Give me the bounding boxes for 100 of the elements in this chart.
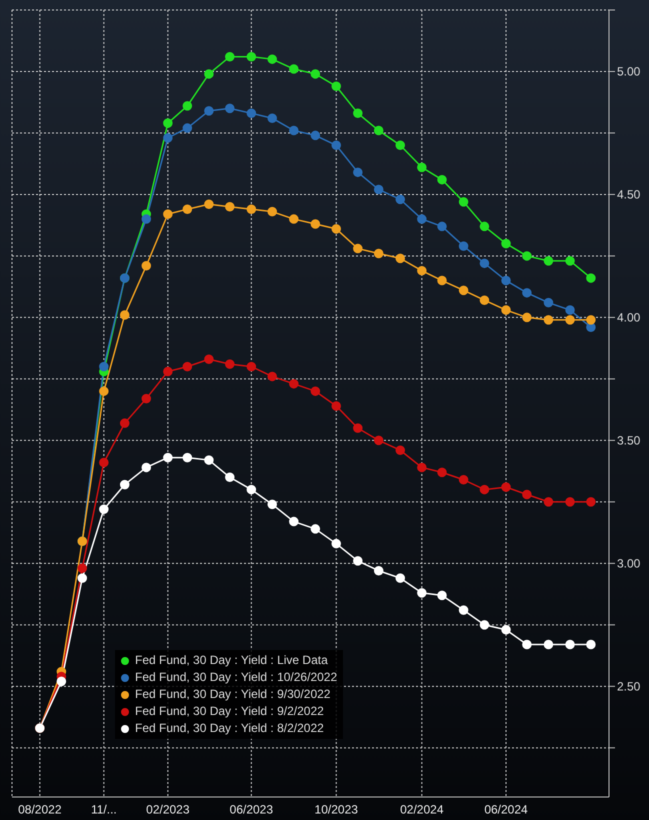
point (204, 200, 214, 210)
point (142, 394, 152, 404)
point (501, 238, 511, 248)
point (396, 254, 406, 264)
point (437, 174, 447, 184)
point (480, 258, 490, 268)
point (120, 310, 130, 320)
point (163, 366, 173, 376)
x-tick-label: 02/2024 (400, 802, 444, 817)
point (331, 140, 341, 150)
point (396, 140, 406, 150)
point (163, 133, 173, 143)
point (458, 605, 468, 615)
point (267, 54, 277, 64)
point (142, 261, 152, 271)
point (289, 64, 299, 74)
point (544, 256, 554, 266)
point (522, 640, 532, 650)
point (182, 452, 192, 462)
x-tick-label: 10/2023 (314, 802, 358, 817)
point (225, 52, 235, 62)
point (353, 423, 363, 433)
point (289, 516, 299, 526)
legend-label: Fed Fund, 30 Day : Yield : Live Data (135, 652, 328, 669)
point (182, 362, 192, 372)
point (480, 222, 490, 232)
point (204, 455, 214, 465)
point (353, 556, 363, 566)
point (267, 206, 277, 216)
x-tick-label: 06/2024 (484, 802, 528, 817)
point (396, 194, 406, 204)
y-tick-label: 2.50 (617, 680, 641, 694)
point (289, 379, 299, 389)
x-tick-label: 08/2022 (18, 802, 62, 817)
point (544, 640, 554, 650)
y-tick-label: 4.00 (617, 310, 641, 325)
point (331, 538, 341, 548)
point (522, 288, 532, 298)
point (204, 354, 214, 364)
point (522, 312, 532, 322)
point (267, 113, 277, 123)
point (417, 462, 427, 472)
point (163, 209, 173, 219)
point (501, 482, 511, 492)
point (522, 251, 532, 261)
point (182, 101, 192, 111)
point (225, 202, 235, 212)
point (437, 590, 447, 600)
point (565, 497, 575, 507)
point (225, 472, 235, 482)
point (78, 573, 88, 583)
point (501, 305, 511, 315)
point (142, 214, 152, 224)
point (458, 241, 468, 251)
point (246, 108, 256, 118)
point (417, 588, 427, 598)
point (182, 204, 192, 214)
point (480, 484, 490, 494)
point (353, 108, 363, 118)
point (458, 286, 468, 296)
y-tick-label: 5.00 (617, 64, 641, 79)
point (289, 214, 299, 224)
point (374, 248, 384, 258)
x-tick-label: 02/2023 (146, 802, 190, 817)
point (522, 490, 532, 500)
point (246, 484, 256, 494)
point (267, 500, 277, 510)
point (225, 359, 235, 369)
point (78, 564, 88, 574)
point (437, 276, 447, 286)
x-tick-label: 11/... (90, 802, 117, 817)
point (204, 106, 214, 116)
point (565, 256, 575, 266)
point (374, 126, 384, 136)
point (565, 305, 575, 315)
point (565, 640, 575, 650)
point (565, 315, 575, 325)
point (310, 219, 320, 229)
point (437, 222, 447, 232)
legend-label: Fed Fund, 30 Day : Yield : 10/26/2022 (135, 669, 338, 686)
point (586, 640, 596, 650)
point (246, 204, 256, 214)
point (417, 266, 427, 276)
point (544, 497, 554, 507)
point (396, 445, 406, 455)
point (310, 524, 320, 534)
point (458, 474, 468, 484)
point (182, 123, 192, 133)
point (99, 458, 109, 468)
point (501, 625, 511, 635)
point (374, 436, 384, 446)
point (289, 126, 299, 136)
point (353, 244, 363, 254)
point (331, 401, 341, 411)
point (544, 298, 554, 308)
point (331, 224, 341, 234)
point (246, 362, 256, 372)
point (544, 315, 554, 325)
legend-label: Fed Fund, 30 Day : Yield : 9/30/2022 (135, 686, 330, 703)
point (204, 69, 214, 79)
